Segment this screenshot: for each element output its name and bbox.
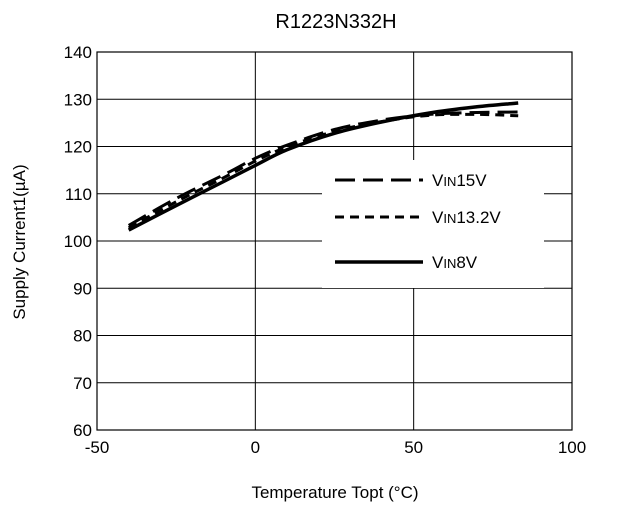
x-tick-label: 50 xyxy=(404,438,423,457)
y-tick-label: 120 xyxy=(64,138,92,157)
x-tick-label: -50 xyxy=(85,438,110,457)
legend-label-subscript: IN xyxy=(443,211,456,226)
legend-label-subscript: IN xyxy=(443,174,456,189)
legend-label-prefix: V xyxy=(432,208,444,227)
legend-label-3: VIN8V xyxy=(432,253,478,272)
y-axis-title: Supply Current1(µA) xyxy=(10,164,29,319)
legend-label-subscript: IN xyxy=(443,256,456,271)
y-tick-labels: 60 70 80 90 100 110 120 130 140 xyxy=(64,43,92,440)
y-tick-label: 60 xyxy=(73,421,92,440)
series-line-3 xyxy=(127,101,519,232)
legend-label-1: VIN15V xyxy=(432,171,487,190)
y-tick-label: 130 xyxy=(64,90,92,109)
y-tick-label: 140 xyxy=(64,43,92,62)
series-line-2 xyxy=(127,112,519,230)
x-tick-labels: -50 0 50 100 xyxy=(85,438,586,457)
y-tick-label: 90 xyxy=(73,279,92,298)
plot-frame xyxy=(96,51,573,431)
y-tick-label: 100 xyxy=(64,232,92,251)
chart-title: R1223N332H xyxy=(275,11,396,33)
legend-label-prefix: V xyxy=(432,253,444,272)
x-axis-title: Temperature Topt (°C) xyxy=(251,483,418,502)
legend-label-suffix: 8V xyxy=(456,253,477,272)
x-tick-label: 0 xyxy=(251,438,260,457)
legend-label-2: VIN13.2V xyxy=(432,208,501,227)
legend-label-suffix: 13.2V xyxy=(456,208,501,227)
legend-background xyxy=(322,160,544,288)
legend-label-suffix: 15V xyxy=(456,171,487,190)
y-tick-label: 110 xyxy=(65,185,92,204)
series-layer xyxy=(127,101,519,232)
legend-label-prefix: V xyxy=(432,171,444,190)
y-tick-label: 70 xyxy=(73,374,92,393)
x-tick-label: 100 xyxy=(558,438,586,457)
y-tick-label: 80 xyxy=(73,327,92,346)
